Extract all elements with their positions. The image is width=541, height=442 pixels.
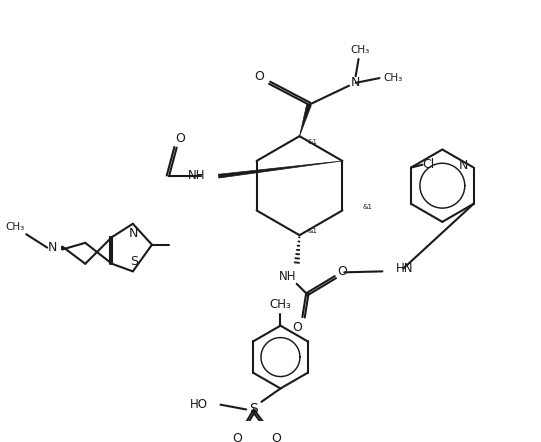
Text: O: O xyxy=(255,70,265,83)
Text: CH₃: CH₃ xyxy=(383,73,403,83)
Text: HO: HO xyxy=(190,398,208,411)
Text: &1: &1 xyxy=(362,204,372,210)
Text: N: N xyxy=(459,159,468,172)
Text: &1: &1 xyxy=(308,139,318,145)
Text: N: N xyxy=(129,227,138,240)
Text: HN: HN xyxy=(395,262,413,275)
Text: CH₃: CH₃ xyxy=(351,45,370,54)
Text: &1: &1 xyxy=(308,229,318,234)
Text: CH₃: CH₃ xyxy=(5,221,24,232)
Text: O: O xyxy=(338,265,347,278)
Text: Cl: Cl xyxy=(422,158,434,171)
Text: O: O xyxy=(293,321,302,334)
Text: O: O xyxy=(233,432,242,442)
Text: S: S xyxy=(249,403,258,416)
Text: CH₃: CH₃ xyxy=(269,298,292,311)
Text: N: N xyxy=(48,241,57,254)
Polygon shape xyxy=(300,104,311,136)
Text: NH: NH xyxy=(188,169,205,182)
Text: O: O xyxy=(175,132,186,145)
Text: S: S xyxy=(130,255,138,268)
Polygon shape xyxy=(219,161,342,178)
Text: O: O xyxy=(270,432,281,442)
Text: N: N xyxy=(351,76,360,89)
Text: NH: NH xyxy=(279,270,296,282)
